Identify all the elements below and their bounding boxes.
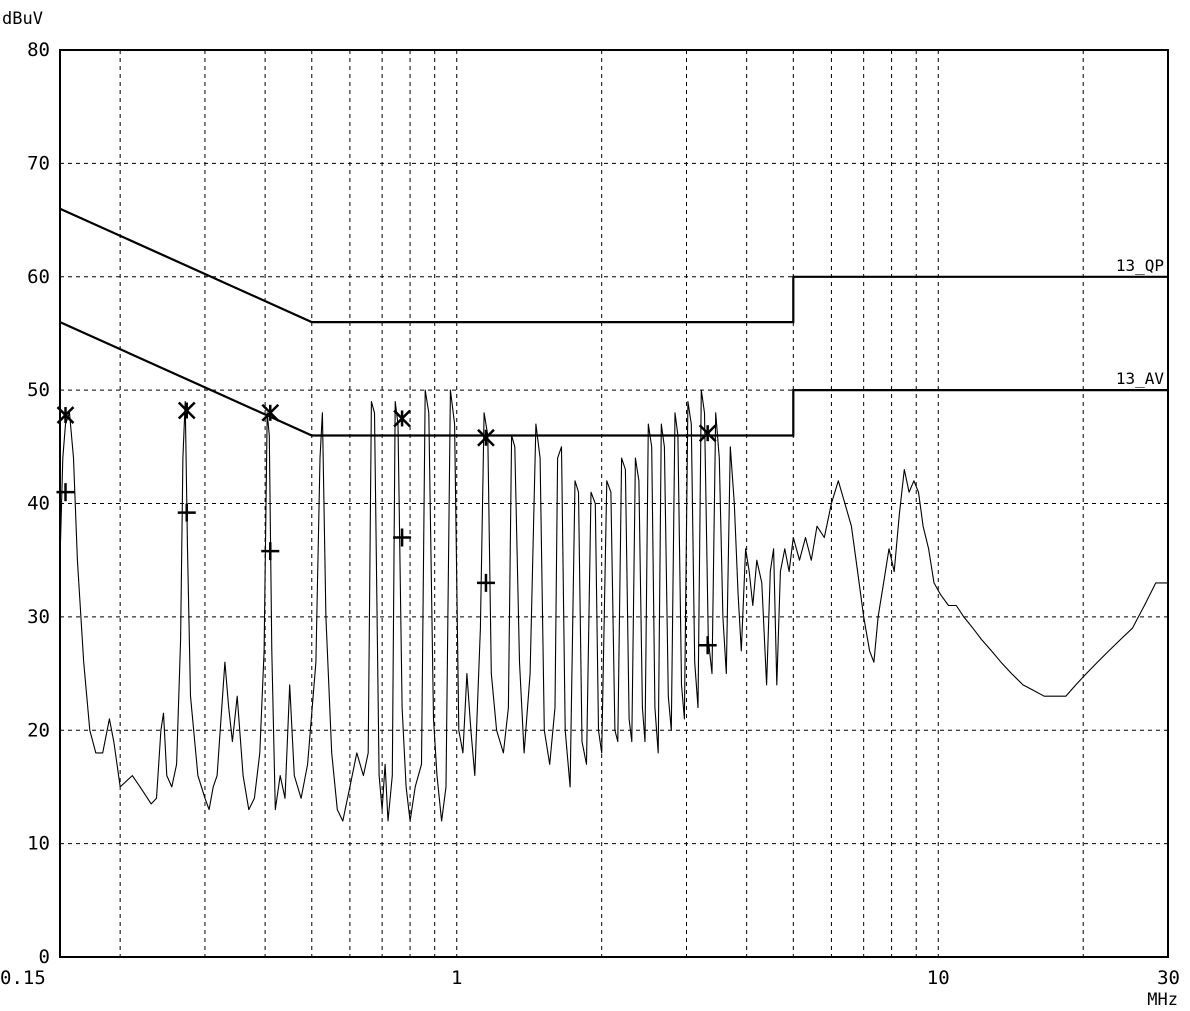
av-marker (261, 542, 280, 561)
y-tick-label: 40 (27, 493, 50, 515)
tick-labels: 0 10 20 30 40 50 60 70 80 0.15 1 10 30 (0, 39, 1180, 989)
av-marker (698, 636, 717, 655)
y-tick-label: 30 (27, 606, 50, 628)
y-tick-label: 50 (27, 379, 50, 401)
qp-marker (477, 428, 495, 447)
qp-marker (177, 401, 196, 420)
qp-marker (261, 403, 280, 422)
av-marker (393, 528, 412, 547)
qp-marker (698, 424, 717, 443)
limit-lines: 13_QP 13_AV (59, 207, 1168, 437)
grid (60, 50, 1168, 957)
x-axis-label: MHz (1147, 990, 1178, 1010)
limit-line (59, 321, 1168, 437)
y-tick-label: 10 (27, 833, 50, 855)
trace-line (59, 389, 1168, 822)
x-tick-label: 30 (1157, 967, 1180, 989)
y-tick-label: 70 (27, 152, 50, 174)
plot-frame (59, 49, 1169, 958)
y-tick-label: 60 (27, 266, 50, 288)
y-tick-label: 0 (39, 946, 50, 968)
x-tick-label: 10 (927, 967, 950, 989)
qp-marker (393, 409, 411, 428)
y-tick-label: 20 (27, 719, 50, 741)
x-tick-label: 0.15 (0, 967, 46, 989)
limit-line (59, 207, 1168, 324)
y-axis-label: dBuV (2, 9, 43, 29)
av-marker (476, 573, 495, 592)
measurement-trace (59, 389, 1168, 822)
x-tick-label: 1 (451, 967, 462, 989)
limit-line-label: 13_QP (1116, 256, 1164, 275)
y-tick-label: 80 (27, 39, 50, 61)
limit-line-label: 13_AV (1116, 369, 1165, 388)
markers (56, 401, 717, 655)
av-marker (177, 503, 196, 522)
